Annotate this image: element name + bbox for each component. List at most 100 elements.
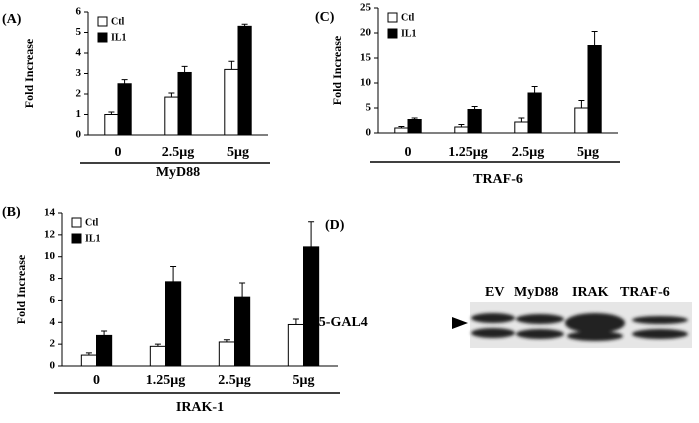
y-axis-label: Fold Increase [330, 35, 344, 105]
error-bar [170, 266, 177, 282]
error-bar [239, 282, 246, 298]
bar [527, 92, 542, 134]
panel-label: (A) [2, 12, 22, 27]
error-bar [591, 31, 598, 46]
y-tick-label: 15 [360, 52, 372, 64]
legend-label: IL1 [111, 32, 127, 43]
y-tick-label: 25 [360, 2, 372, 14]
y-tick-label: 6 [76, 6, 82, 18]
y-axis-label: Fold Increase [22, 38, 36, 108]
x-tick-label: 0 [405, 145, 412, 160]
blot-image [470, 302, 692, 348]
error-bar [471, 106, 478, 110]
x-tick-label: 5μg [227, 145, 249, 160]
bar [514, 121, 529, 134]
lane-label: MyD88 [514, 285, 558, 300]
y-tick-label: 20 [360, 27, 372, 39]
bar [218, 341, 236, 367]
error-bar [308, 221, 315, 247]
bar [574, 107, 589, 134]
y-tick-label: 4 [50, 316, 56, 328]
error-bar [241, 23, 248, 27]
x-tick-label: 5μg [577, 145, 599, 160]
error-bar [411, 117, 418, 120]
x-tick-label: 2.5μg [162, 145, 194, 160]
panel-label: (D) [325, 218, 345, 233]
bar [177, 71, 192, 136]
x-tick-label: 0 [115, 145, 122, 160]
bar [96, 334, 113, 367]
bar [407, 119, 422, 134]
x-tick-label: 1.25μg [448, 145, 487, 160]
bar [303, 246, 320, 367]
y-tick-label: 3 [76, 67, 82, 79]
error-bar [518, 117, 525, 122]
error-bar [398, 126, 405, 128]
bar [104, 114, 119, 136]
arrow [452, 317, 468, 329]
bar [287, 323, 305, 367]
x-tick-label: 0 [93, 373, 100, 388]
legend-swatch [97, 16, 108, 27]
band-label: p65-GAL4 [304, 315, 368, 330]
x-axis-label: MyD88 [156, 165, 200, 180]
y-tick-label: 1 [76, 108, 82, 120]
bar [117, 83, 132, 136]
error-bar [154, 343, 161, 347]
error-bar [85, 352, 92, 356]
bar [454, 126, 469, 134]
legend-swatch [71, 233, 82, 244]
error-bar [121, 79, 128, 84]
legend-swatch [71, 217, 82, 228]
error-bar [168, 92, 175, 98]
y-axis-label: Fold Increase [14, 254, 28, 324]
bar [224, 68, 239, 136]
y-tick-label: 6 [50, 294, 56, 306]
bar [234, 296, 251, 367]
legend-swatch [387, 12, 398, 23]
bar [587, 45, 602, 134]
y-tick-label: 0 [76, 129, 82, 141]
error-bar [228, 60, 235, 70]
legend-label: IL1 [401, 28, 417, 39]
y-tick-label: 5 [366, 102, 372, 114]
error-bar [578, 100, 585, 108]
x-tick-label: 2.5μg [512, 145, 544, 160]
y-tick-label: 12 [44, 228, 56, 240]
bar [164, 96, 179, 136]
bar [80, 354, 97, 367]
lane-label: TRAF-6 [620, 285, 670, 300]
y-tick-label: 10 [360, 77, 372, 89]
legend-swatch [97, 32, 108, 43]
x-axis-label: TRAF-6 [473, 172, 523, 187]
legend-label: IL1 [85, 233, 101, 244]
y-tick-label: 14 [44, 207, 56, 219]
x-tick-label: 1.25μg [146, 373, 185, 388]
bar [149, 345, 167, 367]
error-bar [458, 124, 465, 127]
y-tick-label: 4 [76, 47, 82, 59]
x-tick-label: 5μg [293, 373, 315, 388]
x-axis-label: IRAK-1 [176, 400, 224, 415]
bar [394, 127, 409, 134]
error-bar [108, 111, 115, 115]
y-tick-label: 5 [76, 26, 82, 38]
bar [467, 109, 482, 134]
panel-label: (B) [2, 205, 21, 220]
panel-label: (C) [315, 10, 335, 25]
legend-label: Ctl [401, 12, 415, 23]
y-tick-label: 0 [50, 360, 56, 372]
error-bar [223, 339, 230, 342]
y-tick-label: 0 [366, 127, 372, 139]
y-tick-label: 2 [76, 88, 82, 100]
y-tick-label: 2 [50, 338, 56, 350]
y-tick-label: 10 [44, 250, 56, 262]
x-tick-label: 2.5μg [218, 373, 250, 388]
legend-label: Ctl [85, 217, 99, 228]
error-bar [531, 86, 538, 93]
error-bar [292, 318, 299, 325]
bar [237, 25, 252, 136]
lane-label: EV [485, 285, 504, 300]
legend-label: Ctl [111, 16, 125, 27]
